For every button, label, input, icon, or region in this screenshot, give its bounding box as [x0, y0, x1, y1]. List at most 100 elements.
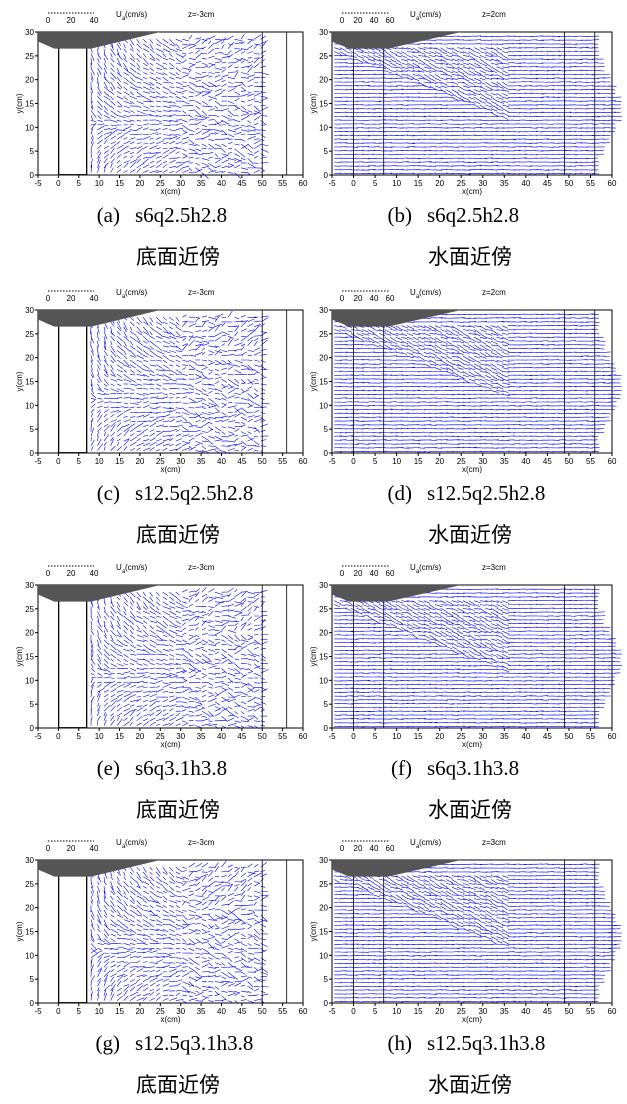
x-tick-label: 45 [543, 1007, 552, 1016]
panel-label: (b) [388, 203, 413, 227]
x-tick-label: 10 [392, 732, 401, 741]
vector-field [334, 35, 623, 175]
x-tick-label: 10 [95, 732, 104, 741]
x-tick-label: 60 [608, 732, 617, 741]
scale-tick-label: 20 [354, 16, 363, 25]
scale-tick-label: 0 [340, 844, 345, 853]
x-tick-label: 25 [156, 732, 165, 741]
y-tick-label: 10 [319, 951, 328, 960]
x-tick-label: 50 [258, 732, 267, 741]
x-tick-label: 40 [217, 179, 226, 188]
scale-tick-label: 40 [90, 16, 99, 25]
y-tick-label: 25 [319, 880, 328, 889]
y-tick-label: 5 [324, 700, 329, 709]
x-tick-label: -5 [34, 732, 42, 741]
scale-unit: (cm/s) [125, 563, 148, 572]
y-tick-label: 10 [25, 676, 34, 685]
y-tick-label: 25 [25, 52, 34, 61]
case-name: s6q2.5h2.8 [427, 203, 519, 227]
scale-tick-label: 0 [46, 294, 51, 303]
x-tick-label: 30 [176, 1007, 185, 1016]
x-tick-label: -5 [328, 732, 336, 741]
panel-label: (h) [388, 1031, 413, 1055]
x-tick-label: 50 [258, 179, 267, 188]
panel: -5 0 5 10 15 20 25 30 35 40 45 50 55 60051015202530x(… [15, 288, 308, 547]
x-tick-label: 35 [500, 1007, 509, 1016]
y-axis-label: y(cm) [15, 646, 24, 666]
scale-subscript: a [416, 569, 420, 575]
y-tick-label: 15 [319, 378, 328, 387]
x-tick-label: 40 [521, 1007, 530, 1016]
x-tick-label: 10 [392, 1007, 401, 1016]
blank-region [38, 32, 58, 175]
y-tick-label: 30 [319, 28, 328, 37]
y-tick-label: 0 [324, 171, 329, 180]
scale-subscript: a [416, 844, 420, 850]
y-tick-label: 15 [25, 928, 34, 937]
y-axis-label: y(cm) [15, 371, 24, 391]
y-tick-label: 25 [319, 605, 328, 614]
x-tick-label: 15 [414, 1007, 423, 1016]
scale-unit: (cm/s) [419, 563, 442, 572]
scale-unit: (cm/s) [125, 838, 148, 847]
x-axis-label: x(cm) [161, 740, 181, 749]
panel-label: (c) [97, 481, 120, 505]
y-tick-label: 10 [25, 401, 34, 410]
y-tick-label: 30 [319, 856, 328, 865]
blank-region [58, 585, 87, 728]
x-tick-label: 60 [299, 457, 308, 466]
z-label: z=-3cm [188, 838, 215, 847]
scale-tick-label: 40 [370, 844, 379, 853]
y-axis-label: y(cm) [309, 646, 318, 666]
x-tick-label: 40 [217, 1007, 226, 1016]
inlet-shape [332, 860, 462, 877]
x-tick-label: 35 [500, 179, 509, 188]
vector-field [90, 310, 270, 455]
y-tick-label: 25 [319, 52, 328, 61]
plane-name: 底面近傍 [136, 245, 220, 269]
x-tick-label: 45 [237, 732, 246, 741]
scale-unit: (cm/s) [125, 10, 148, 19]
blank-region [58, 860, 87, 1003]
x-tick-label: -5 [34, 457, 42, 466]
x-tick-label: 45 [237, 457, 246, 466]
scale-tick-label: 20 [67, 16, 76, 25]
y-tick-label: 25 [319, 330, 328, 339]
blank-region [58, 310, 87, 453]
x-tick-label: 35 [500, 457, 509, 466]
plot-frame [331, 859, 613, 1004]
case-name: s12.5q2.5h2.8 [427, 481, 545, 505]
x-tick-label: 55 [586, 457, 595, 466]
y-tick-label: 15 [319, 653, 328, 662]
y-tick-label: 0 [324, 449, 329, 458]
plane-name: 水面近傍 [428, 245, 512, 269]
x-tick-label: 50 [564, 732, 573, 741]
x-tick-label: 0 [56, 1007, 61, 1016]
scale-subscript: a [416, 16, 420, 22]
y-tick-label: 30 [25, 581, 34, 590]
x-tick-label: 25 [156, 179, 165, 188]
y-tick-label: 5 [30, 425, 35, 434]
scale-tick-label: 40 [90, 294, 99, 303]
x-tick-label: 10 [392, 457, 401, 466]
plane-name: 水面近傍 [428, 1073, 512, 1097]
x-tick-label: 20 [435, 1007, 444, 1016]
x-tick-label: 40 [521, 179, 530, 188]
vector-field [90, 33, 269, 179]
x-axis-label: x(cm) [462, 465, 482, 474]
scale-tick-label: 40 [370, 16, 379, 25]
y-tick-label: 5 [324, 975, 329, 984]
y-tick-label: 30 [25, 856, 34, 865]
x-tick-label: 25 [156, 1007, 165, 1016]
y-tick-label: 10 [319, 676, 328, 685]
x-tick-label: 55 [278, 457, 287, 466]
scale-tick-label: 20 [67, 569, 76, 578]
x-tick-label: 40 [217, 732, 226, 741]
x-tick-label: 15 [115, 457, 124, 466]
inlet-shape [332, 585, 462, 602]
vector-field [334, 863, 622, 1003]
inlet-shape [38, 310, 161, 327]
x-tick-label: 40 [521, 732, 530, 741]
x-tick-label: -5 [328, 179, 336, 188]
scale-subscript: a [122, 569, 126, 575]
